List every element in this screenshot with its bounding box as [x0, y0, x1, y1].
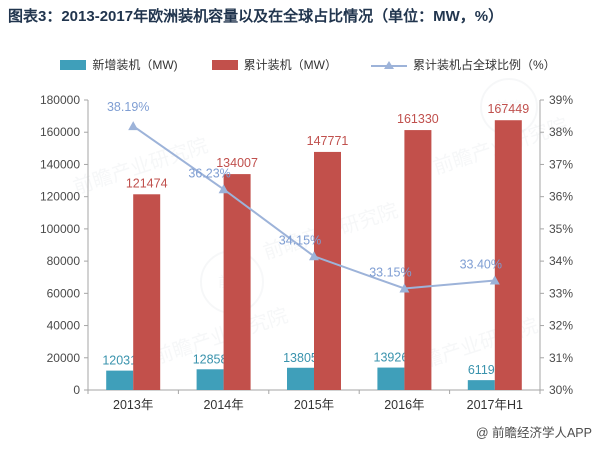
right-axis-tick-label: 36% [549, 190, 573, 204]
bar-new [287, 367, 314, 390]
bar-cumulative [404, 130, 432, 390]
share-label: 34.15% [279, 233, 321, 247]
bar-cumulative [223, 174, 251, 390]
bar-label-new: 12858 [193, 352, 228, 366]
right-axis-tick-label: 39% [549, 93, 573, 107]
legend-item-label: 新增装机（MW) [92, 58, 178, 72]
bar-new [196, 369, 224, 390]
bar-label-cumulative: 147771 [307, 134, 349, 148]
share-label: 36.23% [188, 166, 230, 180]
bar-new [377, 367, 405, 390]
left-axis-tick-label: 160000 [40, 125, 80, 139]
left-axis-tick-label: 140000 [40, 157, 80, 171]
right-axis-tick-label: 34% [549, 254, 573, 268]
share-marker [128, 121, 139, 131]
bar-label-new: 12031 [102, 354, 137, 368]
page-title: 图表3：2013-2017年欧洲装机容量以及在全球占比情况（单位：MW，%） [8, 8, 504, 25]
bar-label-cumulative: 167449 [487, 102, 529, 116]
share-marker [218, 184, 229, 194]
legend-item-label: 累计装机占全球比例（%） [412, 58, 556, 72]
share-marker [489, 275, 500, 285]
x-axis-label: 2014年 [203, 398, 243, 412]
bar-label-cumulative: 121474 [126, 176, 168, 190]
cumulative-bar-swatch [211, 59, 238, 70]
legend-item-cumulative: 累计装机（MW） [211, 56, 337, 73]
chart-legend: 新增装机（MW) 累计装机（MW） 累计装机占全球比例（%） [0, 56, 616, 73]
legend-item-share: 累计装机占全球比例（%） [370, 56, 556, 73]
bar-cumulative [494, 120, 522, 390]
right-axis-tick-label: 32% [549, 319, 573, 333]
legend-item-new: 新增装机（MW) [60, 56, 178, 73]
new-bar-swatch [60, 59, 87, 70]
left-axis-tick-label: 40000 [47, 319, 81, 333]
left-axis-tick-label: 20000 [47, 351, 81, 365]
left-axis-tick-label: 120000 [40, 190, 80, 204]
right-axis-tick-label: 35% [549, 222, 573, 236]
x-axis-label: 2015年 [294, 398, 334, 412]
left-axis-tick-label: 80000 [47, 254, 81, 268]
x-axis-label: 2017年H1 [467, 398, 523, 412]
bar-label-new: 13805 [283, 351, 318, 365]
share-marker [399, 283, 410, 293]
share-label: 38.19% [107, 100, 149, 114]
right-axis-tick-label: 38% [549, 125, 573, 139]
bar-label-new: 6119 [468, 363, 495, 377]
right-axis-tick-label: 33% [549, 286, 573, 300]
share-label: 33.15% [369, 266, 411, 280]
x-axis-label: 2013年 [113, 398, 153, 412]
legend-item-label: 累计装机（MW） [243, 58, 337, 72]
left-axis-tick-label: 0 [73, 383, 80, 397]
bar-new [467, 380, 495, 390]
right-axis-tick-label: 30% [549, 383, 573, 397]
share-marker [309, 251, 319, 261]
right-axis-tick-label: 37% [549, 157, 573, 171]
bar-new [106, 370, 134, 390]
bar-cumulative [133, 194, 161, 390]
right-axis-tick-label: 31% [549, 351, 573, 365]
left-axis-tick-label: 180000 [40, 93, 80, 107]
bar-label-cumulative: 134007 [216, 156, 258, 170]
left-axis-tick-label: 60000 [47, 286, 81, 300]
footer-credit: @ 前瞻经济学人APP [475, 426, 592, 440]
share-line-swatch [370, 60, 407, 69]
bar-cumulative [314, 151, 341, 390]
bar-label-new: 13926 [374, 351, 409, 365]
share-label: 33.40% [460, 257, 502, 271]
left-axis-tick-label: 100000 [40, 222, 80, 236]
bar-label-cumulative: 161330 [397, 112, 439, 126]
x-axis-label: 2016年 [384, 398, 424, 412]
